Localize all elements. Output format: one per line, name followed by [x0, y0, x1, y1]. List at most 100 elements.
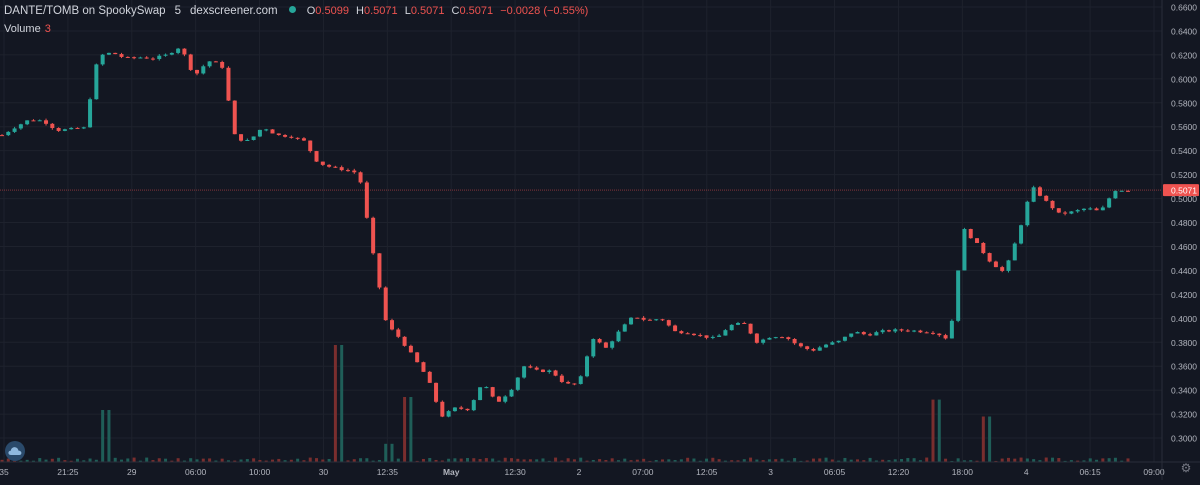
volume-bar — [610, 458, 614, 462]
volume-bar — [686, 457, 690, 462]
candle-body — [251, 136, 256, 140]
volume-bar — [1051, 457, 1055, 462]
volume-bar — [541, 458, 545, 462]
candle-body — [113, 52, 118, 55]
candle-body — [849, 333, 854, 337]
volume-bar — [415, 460, 419, 462]
candle-body — [245, 139, 250, 141]
candle-body — [402, 336, 407, 346]
candle-body — [358, 172, 363, 183]
candle-body — [1000, 267, 1005, 271]
volume-bar — [239, 459, 243, 462]
volume-bar — [409, 397, 413, 462]
volume-bar — [245, 459, 249, 462]
volume-bar — [1000, 458, 1004, 462]
candle-body — [434, 382, 439, 402]
candle-body — [327, 164, 332, 167]
volume-bar — [201, 458, 205, 462]
volume-label: Volume — [4, 23, 41, 35]
candle-body — [301, 138, 306, 141]
candle-body — [578, 376, 583, 384]
candle-body — [830, 342, 835, 345]
y-tick-label: 0.5000 — [1171, 194, 1197, 204]
volume-bar — [359, 458, 363, 462]
volume-bar — [900, 458, 904, 462]
status-dot-icon — [288, 6, 296, 13]
candle-body — [754, 333, 759, 343]
candle-body — [163, 54, 168, 56]
candle-body — [654, 319, 659, 321]
candle-body — [213, 61, 218, 63]
volume-bar — [956, 458, 960, 462]
change-value: −0.0028 (−0.55%) — [500, 5, 589, 17]
gear-icon[interactable]: ⚙ — [1180, 461, 1192, 475]
candle-body — [798, 343, 803, 347]
cloud-icon — [8, 447, 22, 455]
candle-body — [723, 330, 728, 336]
candle-body — [226, 67, 231, 101]
volume-bar — [629, 460, 633, 462]
volume-bar — [717, 459, 721, 462]
candle-body — [918, 330, 923, 333]
y-tick-label: 0.6600 — [1171, 3, 1197, 13]
candle-body — [1037, 187, 1042, 196]
candle-body — [100, 54, 105, 65]
volume-bar — [862, 460, 866, 462]
volume-bar — [598, 459, 602, 462]
candle-body — [528, 366, 533, 368]
volume-bar — [1019, 457, 1023, 462]
volume-bar — [969, 460, 973, 462]
candle-body — [396, 329, 401, 337]
volume-bar — [591, 459, 595, 462]
candle-body — [742, 322, 747, 324]
y-tick-label: 0.6200 — [1171, 50, 1197, 60]
volume-bar — [465, 458, 469, 462]
volume-bar — [711, 457, 715, 462]
volume-bar — [491, 458, 495, 462]
volume-bar — [283, 460, 287, 462]
y-tick-label: 0.5800 — [1171, 98, 1197, 108]
candle-body — [81, 127, 86, 129]
x-tick-label: 09:00 — [1143, 467, 1165, 477]
candle-body — [415, 352, 420, 363]
candle-body — [459, 407, 464, 409]
candle-body — [1006, 260, 1011, 271]
candle-body — [232, 100, 237, 135]
volume-bar — [315, 458, 319, 462]
candle-body — [440, 401, 445, 417]
y-tick-label: 0.6000 — [1171, 74, 1197, 84]
candle-body — [490, 387, 495, 397]
last-price-label: 0.5071 — [1171, 186, 1197, 196]
volume-bar — [390, 443, 394, 462]
candle-body — [25, 120, 30, 125]
legend-row-main: DANTE/TOMB on SpookySwap 5 dexscreener.c… — [4, 4, 592, 18]
candle-body — [503, 396, 508, 402]
candle-body — [276, 133, 281, 136]
candle-body — [31, 120, 36, 122]
volume-bar — [327, 458, 331, 462]
volume-bar — [906, 458, 910, 462]
tradingview-cloud-icon[interactable] — [5, 441, 25, 461]
volume-bar — [661, 459, 665, 462]
candle-body — [195, 69, 200, 74]
candle-body — [69, 127, 74, 130]
volume-bar — [887, 460, 891, 462]
volume-bar — [856, 459, 860, 462]
candle-body — [264, 129, 269, 131]
volume-bar — [793, 458, 797, 462]
candle-body — [666, 320, 671, 326]
volume-bar — [13, 460, 17, 462]
volume-bar — [296, 458, 300, 462]
candle-body — [585, 356, 590, 377]
candle-body — [968, 229, 973, 239]
volume-bar — [258, 459, 262, 462]
candle-body — [239, 134, 244, 141]
candle-body — [559, 375, 564, 382]
x-tick-label: 12:20 — [888, 467, 910, 477]
volume-bar — [749, 457, 753, 462]
candle-body — [94, 64, 99, 100]
candle-body — [1094, 208, 1099, 211]
volume-bar — [654, 460, 658, 462]
